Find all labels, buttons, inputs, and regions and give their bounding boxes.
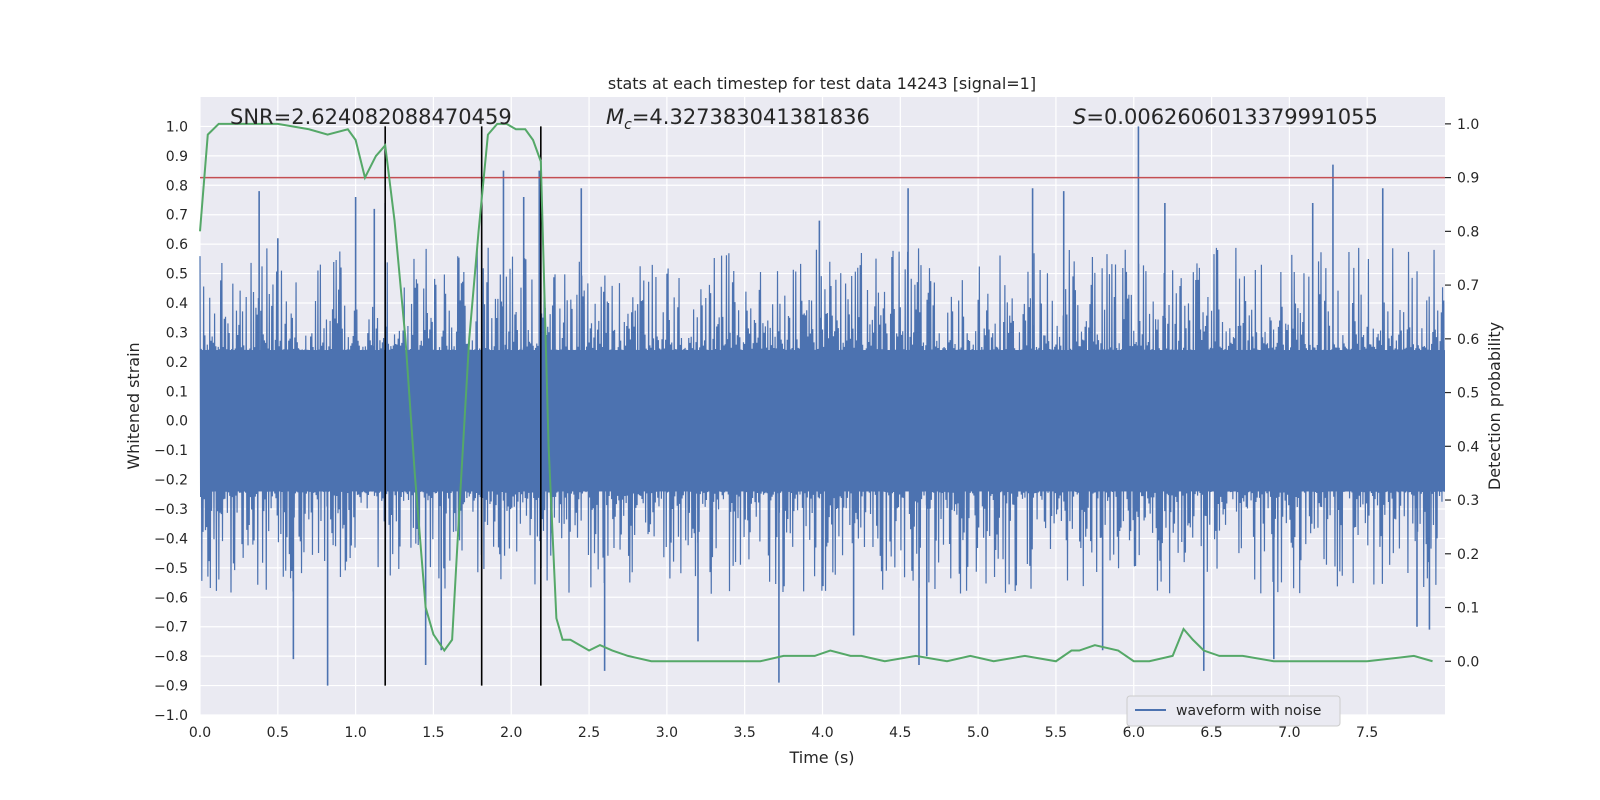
y-tick-label: 0.8 xyxy=(166,178,188,194)
y-tick-label: −0.7 xyxy=(154,620,188,636)
vertical-lines xyxy=(384,126,542,686)
chart-title: stats at each timestep for test data 142… xyxy=(608,74,1036,93)
y2-axis-title: Detection probability xyxy=(1485,322,1504,490)
x-tick-label: 1.0 xyxy=(344,725,366,741)
mc-value: =4.327383041381836 xyxy=(632,105,870,129)
y-tick-label: 0.7 xyxy=(166,208,188,224)
y2-tick-label: 0.8 xyxy=(1457,224,1479,240)
y-tick-label: −0.6 xyxy=(154,590,188,606)
y-tick-label: 0.9 xyxy=(166,149,188,165)
s-symbol: S xyxy=(1073,105,1086,129)
x-tick-label: 6.5 xyxy=(1200,725,1222,741)
chirp-mass-annotation: Mc=4.327383041381836 xyxy=(606,105,870,133)
y2-tick-label: 0.9 xyxy=(1457,171,1479,187)
mc-symbol: M xyxy=(606,105,624,129)
x-tick-label: 0.0 xyxy=(189,725,211,741)
y-tick-label: −0.8 xyxy=(154,649,188,665)
x-tick-label: 2.0 xyxy=(500,725,522,741)
y2-tick-label: 0.0 xyxy=(1457,654,1479,670)
y2-axis-ticks: 0.0 0.1 0.2 0.3 0.4 0.5 0.6 0.7 0.8 0.9 1.0 xyxy=(1445,117,1479,670)
y2-tick-label: 0.1 xyxy=(1457,601,1479,617)
y-tick-label: −0.3 xyxy=(154,502,188,518)
y2-tick-label: 0.5 xyxy=(1457,386,1479,402)
s-annotation: S=0.0062606013379991055 xyxy=(1073,105,1378,129)
legend: waveform with noise xyxy=(1126,695,1341,727)
y-tick-label: −0.9 xyxy=(154,679,188,695)
y-tick-label: 0.5 xyxy=(166,267,188,283)
y-tick-label: 0.1 xyxy=(166,384,188,400)
waveform-line xyxy=(199,247,1445,594)
x-tick-label: 0.5 xyxy=(267,725,289,741)
x-tick-label: 4.0 xyxy=(811,725,833,741)
y2-tick-label: 0.3 xyxy=(1457,493,1479,509)
x-tick-label: 5.0 xyxy=(967,725,989,741)
y2-tick-label: 0.7 xyxy=(1457,278,1479,294)
y2-tick-label: 0.4 xyxy=(1457,439,1479,455)
x-tick-label: 7.5 xyxy=(1356,725,1378,741)
y-tick-label: −0.4 xyxy=(154,531,188,547)
y-tick-label: −1.0 xyxy=(154,708,188,724)
legend-box xyxy=(1126,695,1341,727)
y-tick-label: 0.6 xyxy=(166,237,188,253)
y-tick-label: 0.4 xyxy=(166,296,188,312)
legend-label: waveform with noise xyxy=(1176,703,1321,719)
x-tick-label: 6.0 xyxy=(1123,725,1145,741)
x-axis-title: Time (s) xyxy=(788,748,854,767)
y-tick-label: −0.1 xyxy=(154,443,188,459)
y-axis-title: Whitened strain xyxy=(124,342,143,469)
s-value: =0.0062606013379991055 xyxy=(1086,105,1378,129)
snr-annotation: SNR=2.624082088470459 xyxy=(230,105,512,129)
y-tick-label: −0.2 xyxy=(154,473,188,489)
x-tick-label: 2.5 xyxy=(578,725,600,741)
y-tick-label: 0.2 xyxy=(166,355,188,371)
y-tick-label: 1.0 xyxy=(166,119,188,135)
x-axis-ticks: 0.0 0.5 1.0 1.5 2.0 2.5 3.0 3.5 4.0 4.5 5.0 5.5 6.0 6… xyxy=(189,725,1378,741)
x-tick-label: 3.5 xyxy=(734,725,756,741)
y-axis-ticks: −1.0 −0.9 −0.8 −0.7 −0.6 −0.5 −0.4 −0.3 −0.2 −0.1… xyxy=(154,119,188,724)
y2-tick-label: 0.2 xyxy=(1457,547,1479,563)
mc-subscript: c xyxy=(624,117,632,133)
probability-series xyxy=(199,122,1433,663)
probability-line xyxy=(199,122,1433,663)
x-tick-label: 3.0 xyxy=(656,725,678,741)
y-tick-label: 0.0 xyxy=(166,414,188,430)
y-tick-label: −0.5 xyxy=(154,561,188,577)
x-tick-label: 1.5 xyxy=(422,725,444,741)
y2-tick-label: 1.0 xyxy=(1457,117,1479,133)
x-tick-label: 7.0 xyxy=(1278,725,1300,741)
y-tick-label: 0.3 xyxy=(166,325,188,341)
x-tick-label: 5.5 xyxy=(1045,725,1067,741)
x-tick-label: 4.5 xyxy=(889,725,911,741)
y2-tick-label: 0.6 xyxy=(1457,332,1479,348)
